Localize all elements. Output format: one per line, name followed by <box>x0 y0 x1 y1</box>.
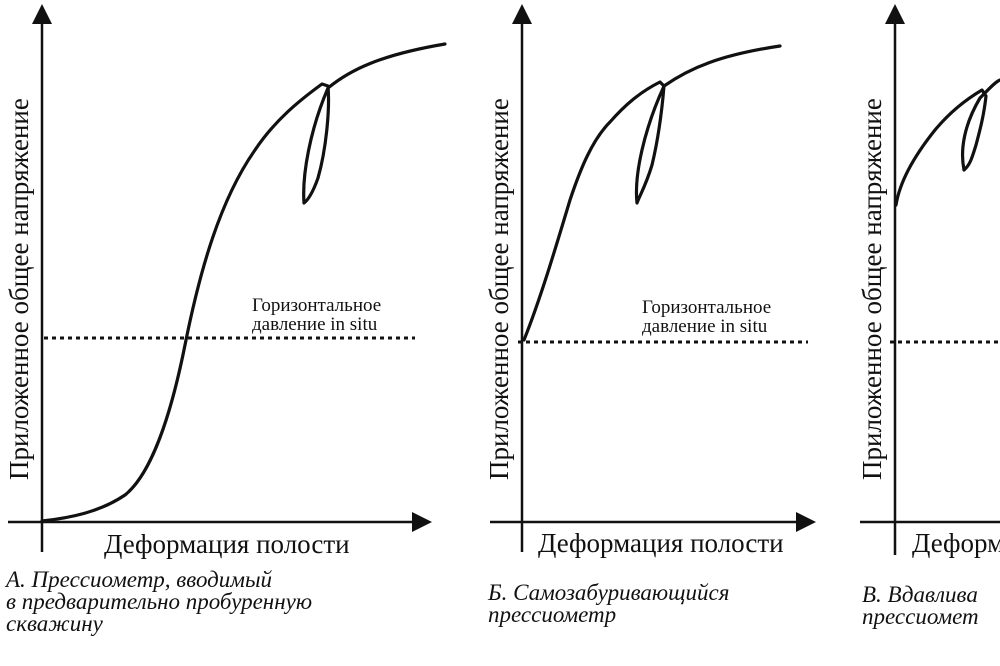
in-situ-label-line1: Горизонтальное <box>642 297 771 318</box>
pressure-curve <box>894 78 1000 207</box>
pressure-curve <box>40 42 447 523</box>
x-axis-label: Деформация полости <box>104 529 350 559</box>
y-axis-label: Приложенное общее напряжение <box>4 98 34 480</box>
panel-c: Приложенное общее напряжение Деформ <box>857 4 1000 558</box>
y-axis-label: Приложенное общее напряжение <box>484 98 514 480</box>
caption-panel-a: А. Прессиометр, вводимый в предварительн… <box>6 567 313 636</box>
in-situ-label-line2: давление in situ <box>252 314 378 335</box>
panel-b: Приложенное общее напряжение Деформация … <box>484 4 816 558</box>
caption-panel-c: В. Вдавлива прессиомет <box>862 582 979 629</box>
x-axis-label: Деформ <box>912 528 1000 558</box>
y-axis-label: Приложенное общее напряжение <box>857 98 887 480</box>
x-axis-label: Деформация полости <box>538 528 784 558</box>
panel-a: Приложенное общее напряжение Деформация … <box>4 4 447 559</box>
in-situ-label-line1: Горизонтальное <box>252 295 381 316</box>
in-situ-label-line2: давление in situ <box>642 316 768 337</box>
caption-panel-b: Б. Самозабуривающийся прессиометр <box>488 580 730 627</box>
pressure-curve <box>522 44 782 342</box>
